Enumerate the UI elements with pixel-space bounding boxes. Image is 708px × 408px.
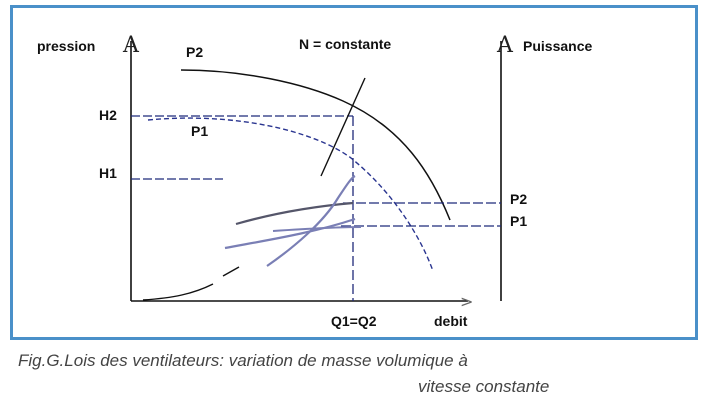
pressure-curve-p1 <box>147 117 434 272</box>
operating-point-label: Q1=Q2 <box>331 313 377 329</box>
pressure-axis-label: pression <box>37 38 95 54</box>
caption-title: Lois des ventilateurs: variation de mass… <box>64 351 468 370</box>
caption-line-2: vitesse constante <box>418 377 550 396</box>
system-resistance-line <box>320 77 366 177</box>
pressure-level-h1: H1 <box>99 165 117 181</box>
pressure-curve-p1-label: P1 <box>191 123 208 139</box>
fan-law-diagram: A A > pression Puissance debit N = const… <box>37 33 592 329</box>
startup-curve-segment <box>222 266 240 277</box>
flow-axis-arrow: > <box>460 292 473 311</box>
header-label: N = constante <box>299 36 391 52</box>
caption-figure-number: Fig.G. <box>18 351 65 370</box>
power-level-p2: P2 <box>510 191 527 207</box>
power-curve-stroke-b <box>266 175 356 267</box>
power-curve-p2 <box>235 201 354 226</box>
pressure-curve-p2-label: P2 <box>186 44 203 60</box>
power-curve-p1 <box>224 217 356 250</box>
power-curve-stroke-a <box>272 226 362 232</box>
caption-line-1: Fig.G.Lois des ventilateurs: variation d… <box>18 348 698 374</box>
figure-frame: A A > pression Puissance debit N = const… <box>10 5 698 340</box>
power-axis-glyph: A <box>496 33 514 58</box>
figure-caption: Fig.G.Lois des ventilateurs: variation d… <box>18 348 698 400</box>
power-level-p1: P1 <box>510 213 527 229</box>
flow-axis-label: debit <box>434 313 468 329</box>
pressure-axis-glyph: A <box>122 33 140 58</box>
pressure-level-h2: H2 <box>99 107 117 123</box>
startup-curve <box>142 283 214 301</box>
pressure-curve-p2 <box>180 69 451 221</box>
power-axis-label: Puissance <box>523 38 592 54</box>
